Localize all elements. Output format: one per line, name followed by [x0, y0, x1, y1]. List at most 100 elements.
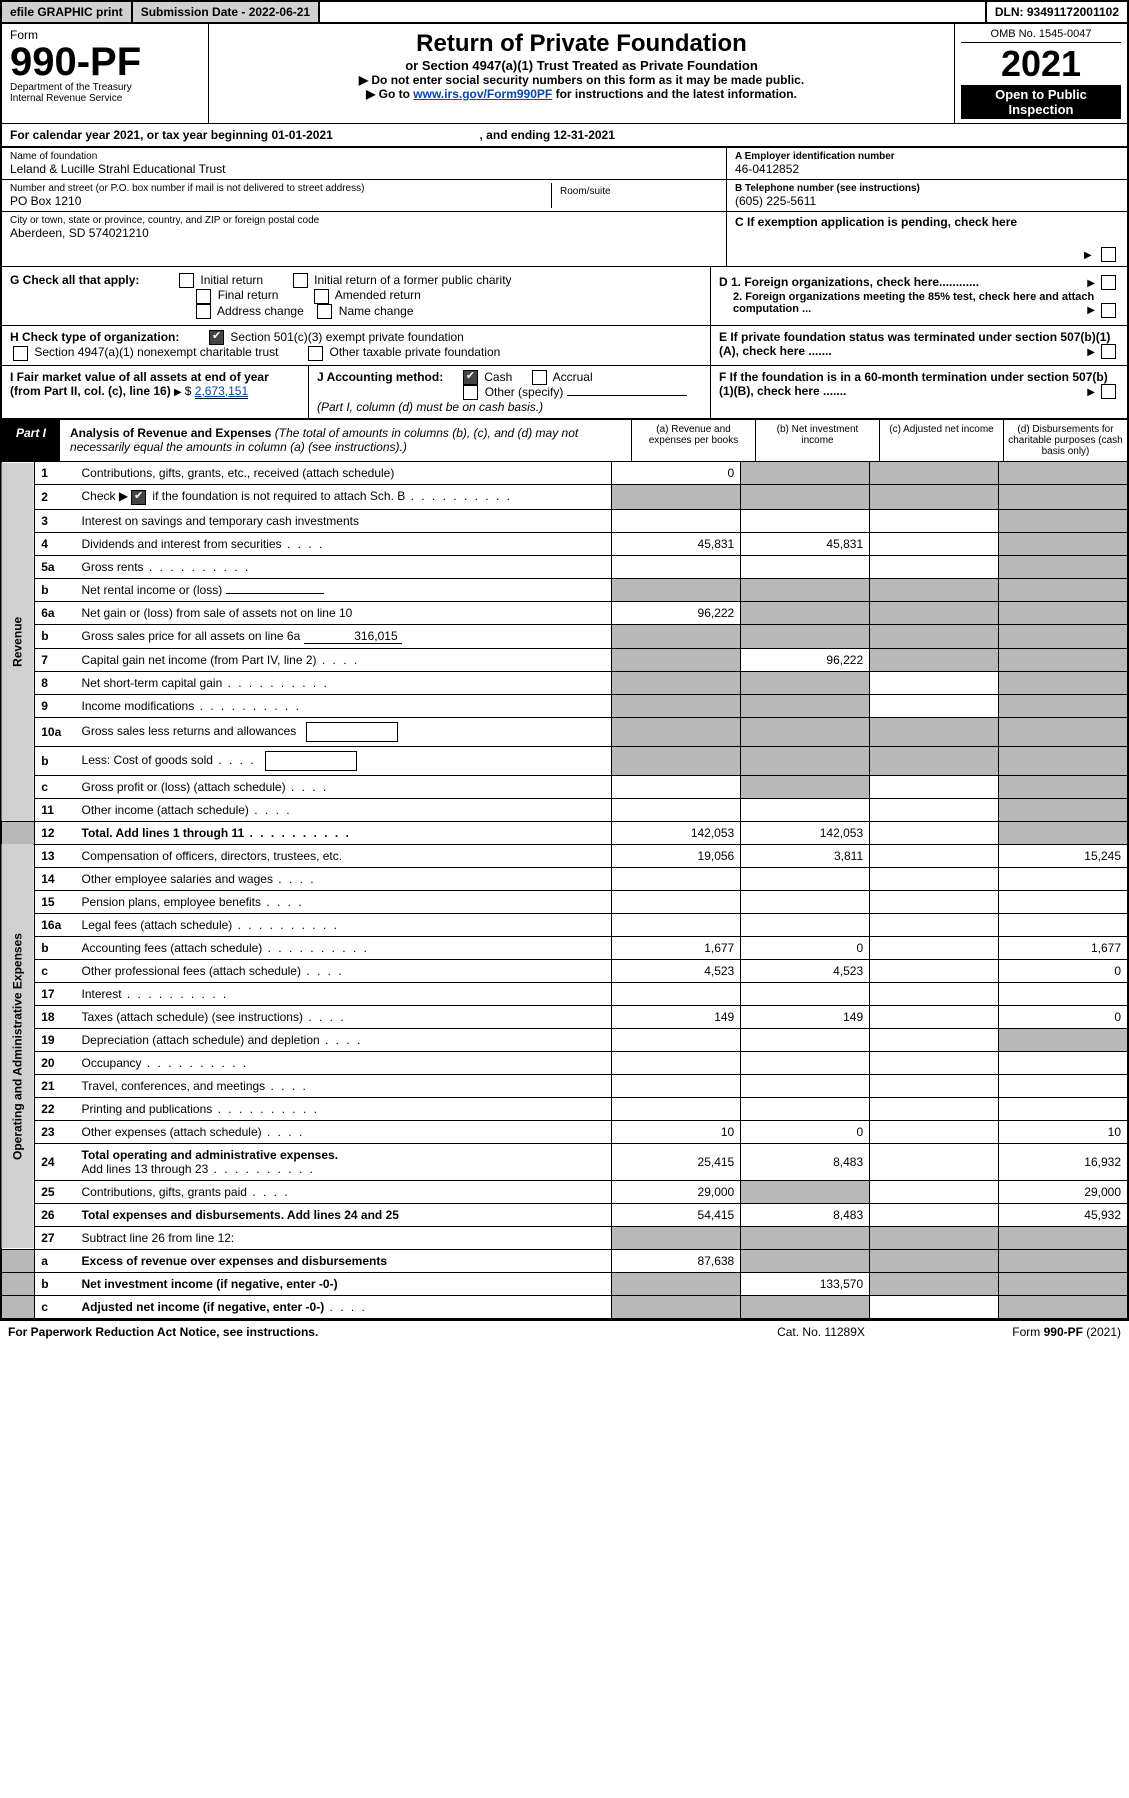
j-cash-checkbox[interactable]: ✔ [463, 370, 478, 385]
efile-graphic-print[interactable]: efile GRAPHIC print [2, 2, 133, 22]
row-10a: 10a Gross sales less returns and allowan… [1, 717, 1128, 746]
r10b-box [265, 751, 357, 771]
row-2: 2 Check ▶✔ if the foundation is not requ… [1, 485, 1128, 509]
foundation-name: Leland & Lucille Strahl Educational Trus… [10, 162, 718, 176]
row-27c: cAdjusted net income (if negative, enter… [1, 1295, 1128, 1319]
r2-schb-checkbox[interactable]: ✔ [131, 490, 146, 505]
c-pending-checkbox[interactable] [1101, 247, 1116, 262]
expenses-vlabel: Operating and Administrative Expenses [1, 844, 35, 1249]
part-i-title: Analysis of Revenue and Expenses [70, 426, 271, 440]
h-4947: Section 4947(a)(1) nonexempt charitable … [34, 345, 278, 359]
row-27: 27Subtract line 26 from line 12: [1, 1226, 1128, 1249]
footer-formno: Form 990-PF (2021) [921, 1325, 1121, 1339]
j-accrual: Accrual [553, 370, 593, 384]
col-b-header: (b) Net investment income [755, 420, 879, 461]
r10a-box [306, 722, 398, 742]
ein-label: A Employer identification number [735, 151, 1119, 162]
c-arrow [1084, 247, 1095, 261]
g-amended-checkbox[interactable] [314, 289, 329, 304]
g-initial-former: Initial return of a former public charit… [314, 273, 511, 287]
d2-arrow [1087, 304, 1098, 316]
row-1: Revenue 1 Contributions, gifts, grants, … [1, 462, 1128, 485]
i-fmv-value: 2,673,151 [195, 384, 248, 399]
i-arrow [174, 384, 185, 398]
ein-value: 46-0412852 [735, 162, 1119, 176]
col-c-header: (c) Adjusted net income [879, 420, 1003, 461]
g-address-change-checkbox[interactable] [196, 304, 211, 319]
row-10c: c Gross profit or (loss) (attach schedul… [1, 775, 1128, 798]
g-initial-return-checkbox[interactable] [179, 273, 194, 288]
footer-catno: Cat. No. 11289X [721, 1325, 921, 1339]
submission-date: Submission Date - 2022-06-21 [133, 2, 320, 22]
row-10b: b Less: Cost of goods sold [1, 746, 1128, 775]
g-amended: Amended return [335, 288, 421, 302]
c-pending-label: C If exemption application is pending, c… [735, 215, 1017, 229]
d1-checkbox[interactable] [1101, 275, 1116, 290]
tax-year: 2021 [961, 43, 1121, 85]
row-14: 14Other employee salaries and wages [1, 867, 1128, 890]
row-27a: aExcess of revenue over expenses and dis… [1, 1249, 1128, 1272]
f-checkbox[interactable] [1101, 384, 1116, 399]
g-final-return: Final return [218, 288, 279, 302]
j-other-specify-line[interactable] [567, 395, 687, 396]
address-value: PO Box 1210 [10, 194, 551, 208]
col-a-header: (a) Revenue and expenses per books [631, 420, 755, 461]
j-accrual-checkbox[interactable] [532, 370, 547, 385]
h-501c3: Section 501(c)(3) exempt private foundat… [230, 330, 463, 344]
row-18: 18Taxes (attach schedule) (see instructi… [1, 1005, 1128, 1028]
row-5a: 5a Gross rents [1, 555, 1128, 578]
g-label: G Check all that apply: [10, 273, 139, 287]
row-24: 24 Total operating and administrative ex… [1, 1143, 1128, 1180]
g-initial-return: Initial return [200, 273, 263, 287]
row-19: 19Depreciation (attach schedule) and dep… [1, 1028, 1128, 1051]
h-4947-checkbox[interactable] [13, 346, 28, 361]
j-other-checkbox[interactable] [463, 385, 478, 400]
h-501c3-checkbox[interactable]: ✔ [209, 330, 224, 345]
j-other: Other (specify) [485, 385, 564, 399]
col-d-header: (d) Disbursements for charitable purpose… [1003, 420, 1127, 461]
row-3: 3 Interest on savings and temporary cash… [1, 509, 1128, 532]
d1-label: D 1. Foreign organizations, check here..… [719, 275, 979, 289]
row-20: 20Occupancy [1, 1051, 1128, 1074]
dln: DLN: 93491172001102 [985, 2, 1127, 22]
form-title: Return of Private Foundation [219, 30, 944, 58]
d2-checkbox[interactable] [1101, 303, 1116, 318]
g-final-return-checkbox[interactable] [196, 289, 211, 304]
row-15: 15Pension plans, employee benefits [1, 890, 1128, 913]
phone-label: B Telephone number (see instructions) [735, 183, 1119, 194]
d2-label: 2. Foreign organizations meeting the 85%… [733, 291, 1094, 315]
f-label: F If the foundation is in a 60-month ter… [719, 370, 1108, 398]
row-26: 26Total expenses and disbursements. Add … [1, 1203, 1128, 1226]
j-note: (Part I, column (d) must be on cash basi… [317, 400, 543, 414]
row-25: 25Contributions, gifts, grants paid 29,0… [1, 1180, 1128, 1203]
row-9: 9 Income modifications [1, 694, 1128, 717]
instr-goto-suffix: for instructions and the latest informat… [552, 87, 797, 101]
instr-link[interactable]: www.irs.gov/Form990PF [413, 87, 552, 101]
e-label: E If private foundation status was termi… [719, 330, 1110, 358]
city-label: City or town, state or province, country… [10, 215, 718, 226]
row-22: 22Printing and publications [1, 1097, 1128, 1120]
omb-number: OMB No. 1545-0047 [961, 28, 1121, 43]
name-of-foundation-label: Name of foundation [10, 151, 718, 162]
e-checkbox[interactable] [1101, 344, 1116, 359]
h-other-taxable: Other taxable private foundation [330, 345, 501, 359]
h-other-taxable-checkbox[interactable] [308, 346, 323, 361]
city-value: Aberdeen, SD 574021210 [10, 226, 718, 240]
g-name-change-checkbox[interactable] [317, 304, 332, 319]
row-27b: bNet investment income (if negative, ent… [1, 1272, 1128, 1295]
row-16a: 16aLegal fees (attach schedule) [1, 913, 1128, 936]
j-cash: Cash [484, 370, 512, 384]
row-6a: 6a Net gain or (loss) from sale of asset… [1, 601, 1128, 624]
form-subtitle: or Section 4947(a)(1) Trust Treated as P… [219, 58, 944, 73]
row-16b: bAccounting fees (attach schedule) 1,677… [1, 936, 1128, 959]
row-8: 8 Net short-term capital gain [1, 671, 1128, 694]
d1-arrow [1087, 275, 1098, 289]
h-label: H Check type of organization: [10, 330, 179, 344]
part-i-label: Part I [2, 420, 60, 461]
row-11: 11 Other income (attach schedule) [1, 798, 1128, 821]
r6b-value: 316,015 [304, 629, 402, 644]
instr-no-ssn: ▶ Do not enter social security numbers o… [219, 73, 944, 87]
g-initial-former-checkbox[interactable] [293, 273, 308, 288]
e-arrow [1087, 344, 1098, 358]
row-17: 17Interest [1, 982, 1128, 1005]
